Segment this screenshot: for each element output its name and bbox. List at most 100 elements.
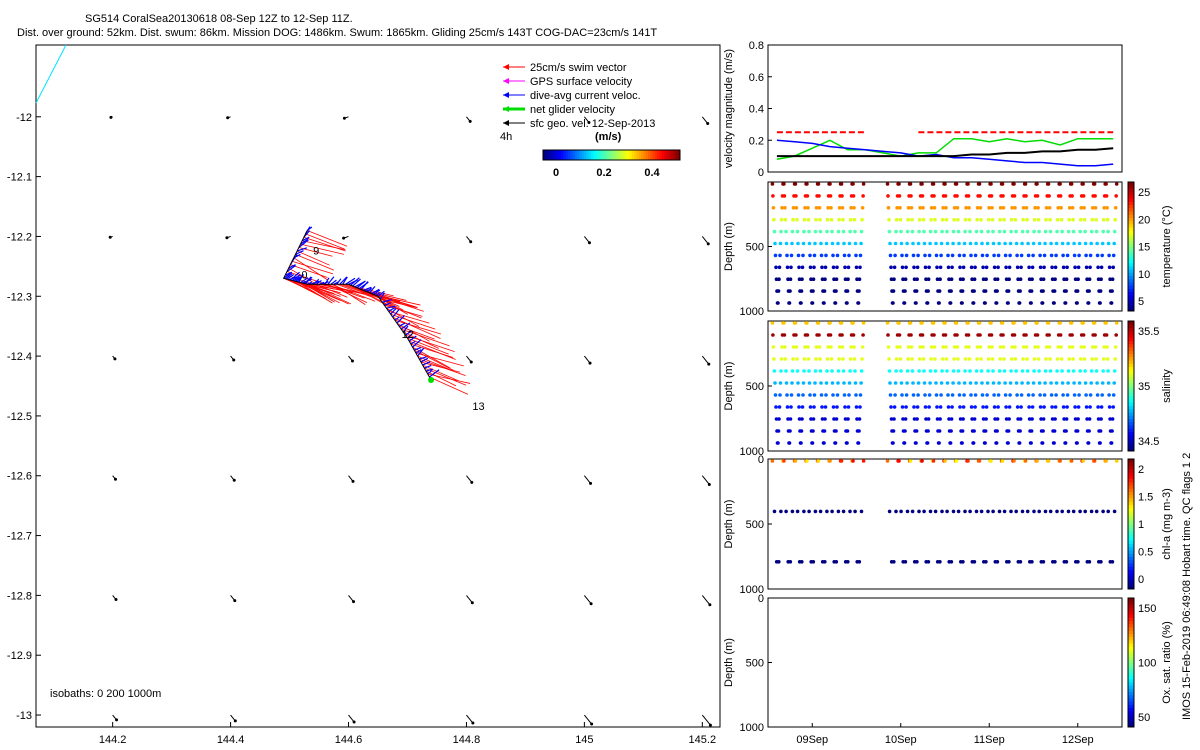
- temperature-point: [1081, 182, 1085, 186]
- temperature-cbar-cell: [1128, 211, 1134, 215]
- temperature-point: [1098, 289, 1103, 293]
- temperature-point: [946, 265, 951, 270]
- chla-point: [770, 459, 775, 463]
- temperature-cbar-cell: [1128, 307, 1134, 312]
- salinity-point: [945, 381, 950, 385]
- temperature-point: [925, 301, 930, 305]
- salinity-point: [932, 333, 936, 337]
- geo-arrow: [701, 355, 710, 365]
- swim-vector: [396, 322, 430, 342]
- temperature-point: [943, 194, 948, 198]
- salinity-point: [1021, 345, 1026, 349]
- temperature-point: [851, 182, 855, 186]
- temperature-point: [823, 277, 827, 282]
- salinity-point: [860, 345, 865, 349]
- salinity-point: [950, 405, 954, 409]
- colorbar-cell: [556, 150, 560, 160]
- colorbar-cell: [634, 150, 638, 160]
- temperature-point: [973, 253, 978, 258]
- temperature-ytick-label: 1000: [740, 306, 764, 318]
- current-vector: [295, 250, 304, 255]
- salinity-point: [1029, 429, 1034, 433]
- salinity-point: [1033, 345, 1037, 349]
- temperature-point: [984, 277, 988, 282]
- salinity-point: [886, 333, 890, 337]
- current-vector: [386, 305, 396, 309]
- chla-point: [1055, 509, 1059, 514]
- temperature-cbar-cell: [1128, 230, 1134, 235]
- salinity-point: [902, 441, 907, 445]
- chla-ytick-label: 0: [758, 454, 764, 466]
- temperature-point: [817, 194, 821, 198]
- temperature-point: [843, 265, 847, 270]
- chla-point: [1018, 560, 1023, 564]
- temperature-point: [893, 241, 898, 246]
- salinity-point: [1041, 417, 1046, 421]
- temperature-cbar-cell: [1128, 249, 1134, 254]
- temperature-point: [951, 229, 956, 234]
- chla-point: [790, 509, 795, 514]
- chla-cbar-tick: 0.5: [1138, 547, 1153, 559]
- map-y-tick-label: -13: [16, 710, 32, 722]
- salinity-point: [1014, 369, 1018, 373]
- salinity-point: [836, 381, 840, 385]
- chla-cbar-cell: [1128, 572, 1134, 577]
- chla-cbar-cell: [1128, 475, 1134, 479]
- temperature-point: [777, 277, 781, 282]
- salinity-cbar-cell: [1128, 441, 1134, 445]
- map-x-ticks: 144.2 144.4 144.6 144.8 145 145.2: [99, 722, 716, 746]
- salinity-point: [1067, 345, 1072, 349]
- temperature-point: [888, 253, 893, 258]
- geo-arrow-head: [708, 603, 712, 607]
- chla-point: [1114, 459, 1119, 463]
- salinity-point: [984, 417, 988, 421]
- salinity-point: [974, 381, 978, 385]
- temperature-point: [828, 182, 832, 186]
- temperature-point: [1052, 289, 1057, 293]
- salinity-point: [1035, 333, 1040, 337]
- salinity-point: [848, 357, 853, 361]
- salinity-point: [777, 417, 781, 421]
- current-vector: [324, 277, 330, 285]
- temperature-point: [1042, 265, 1046, 270]
- salinity-point: [1047, 345, 1052, 349]
- day-label: 9: [313, 245, 319, 257]
- right-panels: velocity magnitude (m/s)00.20.40.60.8Dep…: [723, 40, 1173, 746]
- colorbar-cell: [659, 150, 663, 160]
- temperature-point: [802, 229, 806, 234]
- current-vector: [286, 274, 295, 280]
- salinity-point: [799, 429, 804, 433]
- temperature-point: [794, 206, 799, 210]
- salinity-point: [1048, 369, 1053, 373]
- salinity-point: [917, 369, 921, 373]
- current-vector: [291, 274, 301, 281]
- temperature-point: [1067, 206, 1072, 210]
- salinity-point: [1081, 321, 1085, 325]
- chla-point: [897, 459, 901, 463]
- temperature-point: [903, 289, 907, 293]
- salinity-point: [893, 393, 897, 397]
- chla-point: [1089, 509, 1094, 514]
- temperature-point: [1070, 206, 1075, 210]
- chla-point: [1101, 509, 1105, 514]
- chla-point: [1112, 509, 1117, 514]
- current-vector: [408, 335, 417, 342]
- salinity-point: [997, 381, 1001, 385]
- velocity-ytick-label: 0: [758, 167, 764, 179]
- temperature-point: [918, 206, 922, 210]
- temperature-point: [912, 265, 916, 270]
- temperature-point: [780, 206, 784, 210]
- temperature-cbar-cell: [1128, 256, 1134, 260]
- temperature-point: [989, 194, 994, 198]
- salinity-point: [782, 333, 787, 337]
- temperature-point: [1020, 229, 1025, 234]
- salinity-point: [901, 417, 905, 421]
- temperature-point: [938, 265, 943, 270]
- colorbar-cell: [643, 150, 647, 160]
- temperature-point: [1100, 253, 1104, 258]
- temperature-point: [1039, 277, 1043, 282]
- current-vector: [312, 278, 320, 285]
- temperature-point: [920, 182, 924, 186]
- temperature-point: [990, 206, 994, 210]
- colorbar-cell: [613, 150, 617, 160]
